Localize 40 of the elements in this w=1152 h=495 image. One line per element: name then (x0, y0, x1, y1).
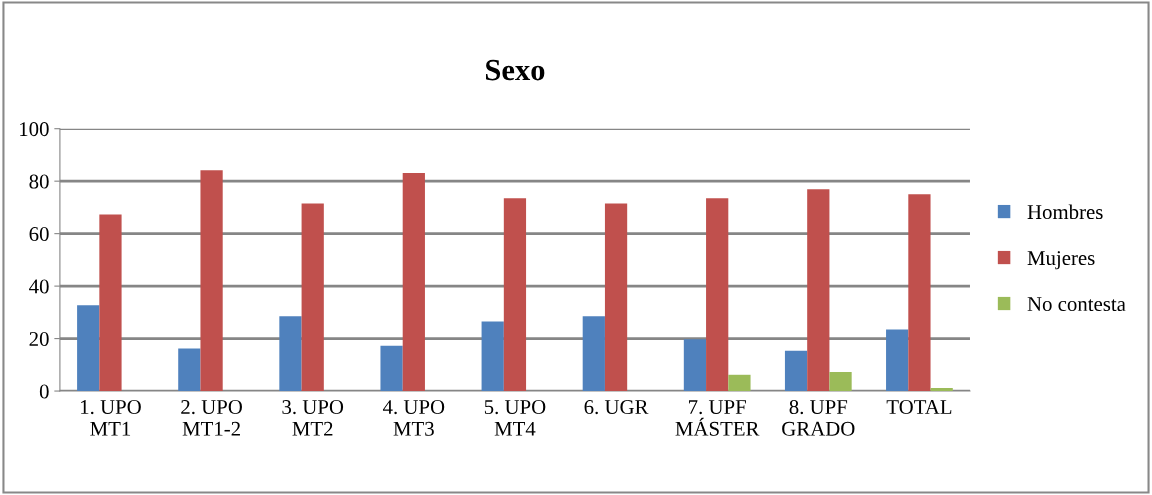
bar (706, 198, 729, 392)
legend-label: No contesta (1027, 297, 1126, 312)
x-tick-label: 1. UPO MT1 (81, 400, 141, 436)
x-tick-label: 2. UPO MT1-2 (181, 400, 242, 436)
x-tick-label: 7. UPF MÁSTER (675, 400, 760, 436)
bar (402, 173, 425, 392)
bar (886, 329, 909, 392)
bar (829, 371, 852, 392)
bar (908, 194, 931, 392)
x-tick-label: 6. UGR (584, 400, 649, 415)
bar (279, 316, 302, 392)
x-tick-label: 3. UPO MT2 (282, 400, 344, 436)
bar (301, 203, 324, 392)
chart-title: Sexo (486, 59, 545, 81)
bar (503, 198, 527, 392)
bar (930, 387, 953, 392)
bar (200, 170, 223, 392)
y-tick-label: 40 (29, 279, 49, 294)
bar (481, 321, 504, 392)
bar (380, 345, 403, 392)
bar (99, 214, 122, 392)
y-tick-label: 60 (29, 227, 49, 242)
bar (582, 316, 605, 392)
y-tick-label: 100 (20, 122, 49, 137)
bar (807, 189, 830, 392)
x-tick-label: 5. UPO MT4 (484, 400, 546, 436)
x-tick-label: TOTAL (886, 400, 952, 415)
x-tick-label: 8. UPF GRADO (782, 399, 855, 436)
bar (604, 203, 628, 392)
y-tick-label: 20 (29, 331, 49, 347)
legend-label: Hombres (1027, 204, 1103, 220)
bar (178, 348, 201, 392)
bar (728, 374, 751, 392)
bar (683, 339, 707, 392)
x-tick-label: 4. UPO MT3 (382, 400, 445, 436)
y-tick-label: 0 (39, 384, 49, 399)
legend-label: Mujeres (1027, 251, 1095, 270)
bar (77, 305, 100, 392)
y-tick-label: 80 (29, 174, 49, 189)
bar (784, 350, 808, 392)
